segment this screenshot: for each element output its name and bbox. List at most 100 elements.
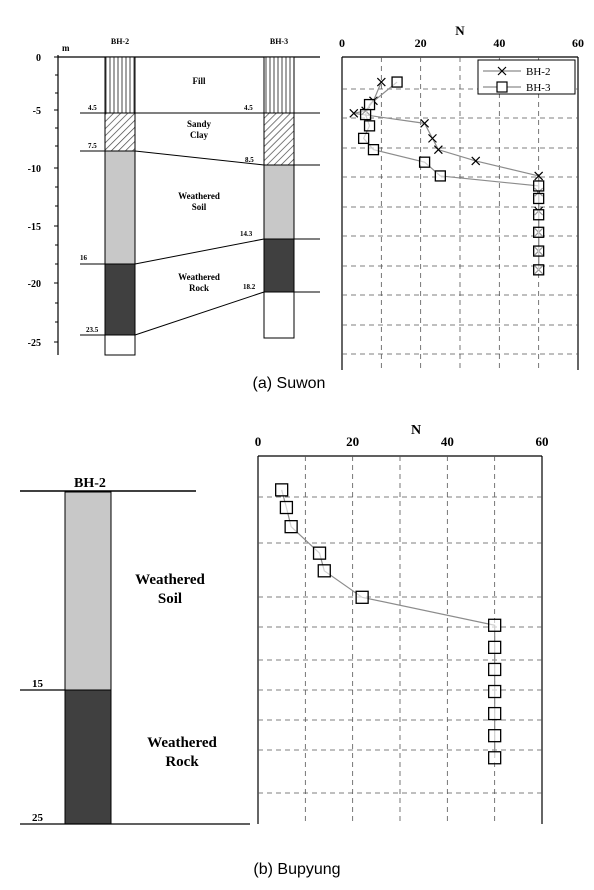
bh2-depth-labels: 4.5 7.5 16 23.5 (80, 104, 99, 334)
caption-a: (a) Suwon (253, 375, 326, 392)
data-point-square (489, 686, 501, 698)
sandy-clay-layer (105, 113, 135, 151)
suwon-profile: m 0 -5 -10 -15 -20 -25 (28, 37, 320, 355)
series-line (282, 490, 495, 758)
bupyung-n-chart: 0 20 40 60 N (255, 423, 549, 824)
depth-tick-label: -15 (28, 222, 41, 233)
legend-marker-square (497, 82, 507, 92)
depth-label: 15 (32, 678, 44, 690)
weathered-rock-layer (65, 690, 111, 824)
depth-tick-label: -5 (33, 106, 41, 117)
data-point-square (280, 502, 292, 514)
data-point-square (534, 265, 544, 275)
legend-label: BH-2 (526, 66, 550, 78)
layer-label: Soil (192, 202, 207, 212)
fill-layer (264, 57, 294, 113)
layer-label: Weathered (178, 272, 220, 282)
data-point-square (285, 521, 297, 533)
x-axis-label: N (455, 23, 465, 38)
depth-label: 18.2 (243, 283, 256, 291)
caption-b: (b) Bupyung (253, 861, 340, 878)
depth-label: 23.5 (86, 326, 99, 334)
data-point-square (534, 193, 544, 203)
layer-label: Soil (158, 591, 182, 607)
depth-label: 4.5 (88, 104, 97, 112)
depth-tick-label: 0 (36, 53, 41, 64)
data-point-square (361, 110, 371, 120)
depth-label: 8.5 (245, 156, 254, 164)
depth-label: 25 (32, 812, 44, 824)
x-tick-label: 20 (346, 434, 359, 449)
weathered-rock-layer (264, 239, 294, 292)
bh2-column (105, 57, 135, 355)
series-line (364, 82, 539, 270)
data-point-square (489, 663, 501, 675)
depth-unit: m (62, 43, 70, 53)
layer-label: Weathered (135, 572, 205, 588)
data-point-square (365, 100, 375, 110)
weathered-soil-layer (105, 151, 135, 264)
legend-label: BH-3 (526, 82, 551, 94)
x-tick-label: 60 (536, 434, 549, 449)
data-point-x (428, 134, 436, 142)
fill-layer (105, 57, 135, 113)
layer-labels: Fill Sandy Clay Weathered Soil Weathered… (178, 76, 220, 293)
x-tick-label: 60 (572, 36, 584, 50)
data-point-square (314, 547, 326, 559)
sandy-clay-layer (264, 113, 294, 165)
data-point-square (534, 246, 544, 256)
layer-label: Clay (190, 130, 209, 140)
weathered-soil-layer (264, 165, 294, 239)
x-tick-label: 20 (415, 36, 427, 50)
depth-tick-label: -20 (28, 279, 41, 290)
data-point-x (472, 157, 480, 165)
bottom-layer (105, 335, 135, 355)
bottom-layer (264, 292, 294, 338)
data-point-square (276, 484, 288, 496)
layer-label: Weathered (178, 191, 220, 201)
weathered-rock-layer (105, 264, 135, 335)
data-point-square (435, 171, 445, 181)
bh3-column (264, 57, 294, 338)
data-point-square (534, 181, 544, 191)
layer-label: Rock (189, 283, 209, 293)
data-point-square (534, 227, 544, 237)
data-point-square (318, 565, 330, 577)
weathered-soil-layer (65, 492, 111, 690)
x-tick-label: 40 (493, 36, 505, 50)
data-point-square (489, 730, 501, 742)
depth-label: 14.3 (240, 230, 253, 238)
borehole-label: BH-2 (111, 37, 129, 46)
depth-label: 16 (80, 254, 88, 262)
x-tick-label: 0 (255, 434, 262, 449)
borehole-label: BH-2 (74, 476, 106, 491)
bupyung-profile: BH-2 Weathered Soil Weathered Rock 15 25 (20, 476, 250, 824)
data-point-square (489, 641, 501, 653)
data-point-square (359, 133, 369, 143)
layer-label: Weathered (147, 735, 217, 751)
data-point-square (534, 210, 544, 220)
depth-label: 7.5 (88, 142, 97, 150)
depth-tick-labels: 0 -5 -10 -15 -20 -25 (28, 53, 41, 349)
suwon-n-chart: 0 20 40 60 N BH-2 BH-3 (339, 23, 584, 370)
depth-label: 4.5 (244, 104, 253, 112)
data-point-square (489, 752, 501, 764)
data-point-square (420, 157, 430, 167)
data-point-square (392, 77, 402, 87)
data-point-square (356, 591, 368, 603)
x-tick-label: 40 (441, 434, 454, 449)
data-point-square (368, 145, 378, 155)
data-point-square (489, 708, 501, 720)
layer-label: Fill (193, 76, 206, 86)
x-axis-label: N (411, 423, 421, 438)
depth-tick-label: -25 (28, 338, 41, 349)
x-tick-label: 0 (339, 36, 345, 50)
borehole-label: BH-3 (270, 37, 288, 46)
data-point-square (365, 121, 375, 131)
depth-tick-label: -10 (28, 164, 41, 175)
data-point-square (489, 619, 501, 631)
bh3-depth-labels: 4.5 8.5 14.3 18.2 (240, 104, 256, 291)
data-point-x (434, 146, 442, 154)
layer-label: Rock (165, 754, 199, 770)
